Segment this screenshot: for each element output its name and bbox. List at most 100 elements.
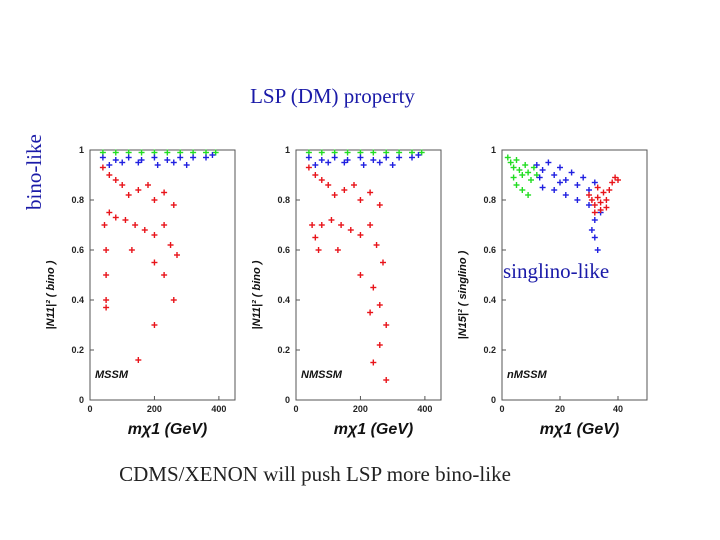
blue-point <box>106 162 113 168</box>
red-point <box>367 189 374 196</box>
red-point <box>383 322 390 328</box>
green-point <box>519 187 526 193</box>
y-tick-label: 0 <box>491 395 496 405</box>
red-point <box>603 204 610 211</box>
red-point <box>370 359 377 366</box>
nmssm-scatter-chart: 0 0.2 0.4 0.6 0.8 1 0 200 400 NMSSM |N11|² ( bino … <box>251 145 442 438</box>
blue-point <box>389 162 396 168</box>
red-point <box>151 232 158 238</box>
red-point <box>603 197 610 203</box>
bottom-note: CDMS/XENON will push LSP more bino-like <box>119 462 511 486</box>
y-axis-label: |N15|² ( singlino ) <box>457 250 469 339</box>
y-tick-label: 0 <box>285 395 290 405</box>
model-label: nMSSM <box>507 369 548 381</box>
red-point <box>309 222 316 228</box>
green-point <box>212 149 219 156</box>
red-point <box>135 187 142 193</box>
red-point <box>594 184 601 191</box>
red-point <box>376 342 383 348</box>
blue-point <box>99 154 106 161</box>
red-point <box>600 189 607 196</box>
blue-point <box>409 154 415 161</box>
red-point <box>376 302 383 308</box>
blue-point <box>551 172 558 178</box>
red-point <box>370 284 377 291</box>
red-point <box>125 192 132 198</box>
model-label: MSSM <box>95 369 129 381</box>
green-point <box>516 167 523 173</box>
blue-point <box>177 154 184 161</box>
blue-point <box>318 157 325 163</box>
red-point <box>367 222 374 228</box>
y-tick-label: 1 <box>491 145 496 155</box>
plot-frame <box>501 149 648 401</box>
green-point <box>138 149 145 156</box>
x-axis-label: mχ1 (GeV) <box>334 421 413 438</box>
blue-point <box>376 159 383 166</box>
y-tick-label: 0.6 <box>71 245 84 255</box>
blue-point <box>170 159 177 166</box>
y-tick-label: 0.8 <box>71 195 84 205</box>
blue-point <box>591 217 598 223</box>
red-point <box>357 197 364 203</box>
red-point <box>161 189 168 196</box>
red-point <box>367 309 374 316</box>
blue-point <box>151 154 158 161</box>
blue-point <box>594 247 601 253</box>
red-point <box>357 232 364 238</box>
blue-point <box>557 164 563 171</box>
blue-point <box>360 162 367 168</box>
blue-point <box>325 159 332 166</box>
model-label: NMSSM <box>301 369 343 381</box>
red-point <box>128 247 135 253</box>
blue-point <box>203 154 209 161</box>
y-tick-label: 1 <box>79 145 84 155</box>
blue-point <box>135 159 142 166</box>
red-point <box>174 252 180 258</box>
red-point <box>318 222 325 228</box>
green-point <box>522 162 529 168</box>
plot-frame <box>89 149 236 401</box>
blue-point <box>562 177 569 183</box>
red-point <box>103 304 110 311</box>
red-point <box>347 227 354 233</box>
x-tick-label: 200 <box>353 404 368 414</box>
red-point <box>376 202 383 208</box>
blue-point <box>370 157 377 163</box>
red-point <box>597 207 604 213</box>
red-point <box>325 182 332 188</box>
red-point <box>594 194 601 201</box>
green-point <box>510 164 517 171</box>
x-tick-label: 0 <box>87 404 92 414</box>
blue-point <box>568 169 575 176</box>
blue-point <box>551 187 558 193</box>
red-point <box>318 177 325 183</box>
y-tick-label: 0.4 <box>483 295 496 305</box>
x-tick-label: 0 <box>499 404 504 414</box>
x-tick-label: 20 <box>555 404 565 414</box>
red-point <box>331 192 338 198</box>
red-point <box>383 377 390 383</box>
red-point <box>170 202 177 208</box>
blue-point <box>562 192 569 198</box>
red-point <box>591 209 598 216</box>
y-tick-label: 1 <box>285 145 290 155</box>
blue-point <box>190 154 197 161</box>
y-tick-label: 0.6 <box>483 245 496 255</box>
blue-point <box>588 227 595 233</box>
red-point <box>338 222 345 228</box>
red-point <box>151 259 158 266</box>
red-point <box>112 214 119 221</box>
red-point <box>119 182 126 188</box>
red-point <box>132 222 139 228</box>
red-point <box>170 297 177 303</box>
blue-point <box>396 154 403 161</box>
red-point <box>312 234 319 241</box>
red-point <box>328 217 335 223</box>
red-point <box>167 242 174 248</box>
green-point <box>112 149 119 156</box>
blue-point <box>591 234 598 241</box>
blue-point <box>312 162 319 168</box>
x-tick-label: 0 <box>293 404 298 414</box>
red-point <box>145 182 151 188</box>
